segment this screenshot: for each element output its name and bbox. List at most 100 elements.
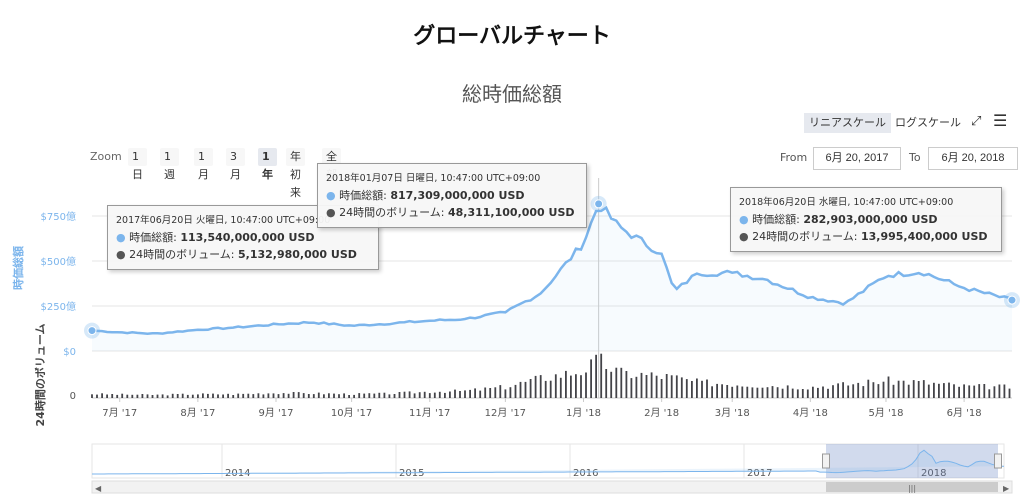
volume-bar (146, 394, 149, 398)
volume-bar (207, 393, 209, 398)
zoom-1m-button[interactable]: 1月 (194, 148, 213, 181)
volume-bar (413, 393, 416, 398)
volume-bar (171, 393, 174, 398)
linear-scale-button[interactable]: リニアスケール (804, 113, 891, 133)
volume-bar (938, 383, 940, 398)
volume-bar (212, 393, 214, 398)
volume-bar (398, 392, 401, 398)
volume-bar (812, 386, 814, 398)
volume-bar (801, 389, 804, 398)
volume-bar (746, 386, 749, 398)
volume-bar (806, 389, 809, 398)
tooltip-vol-label: 24時間のボリューム (129, 248, 231, 261)
zoom-ytd-button[interactable]: 年初来 (286, 148, 305, 199)
volume-bar (519, 381, 522, 398)
to-date-input[interactable] (928, 147, 1018, 170)
volume-bar (726, 385, 729, 398)
volume-bar (444, 392, 446, 398)
scrollbar-thumb[interactable] (826, 482, 998, 492)
volume-bar (227, 393, 229, 398)
volume-bar (126, 394, 129, 398)
volume-bar (262, 394, 265, 398)
volume-bar (469, 389, 471, 398)
navigator-selection[interactable] (826, 444, 998, 478)
volume-bar (131, 394, 134, 398)
volume-bar (776, 387, 779, 398)
fullscreen-icon[interactable]: ⤢ (971, 114, 982, 129)
log-scale-button[interactable]: ログスケール (895, 116, 961, 129)
volume-bar (101, 393, 103, 398)
volume-bar (963, 384, 965, 398)
volume-bar (741, 386, 744, 398)
volume-bar (827, 388, 829, 398)
tooltip-vol-label: 24時間のボリューム (752, 230, 854, 243)
navigator-series (92, 449, 1004, 475)
volume-bar (953, 384, 955, 398)
x-tick-label: 12月 '17 (485, 407, 526, 419)
volume-bar (524, 381, 527, 398)
volume-bar (509, 387, 512, 398)
zoom-1w-button[interactable]: 1週 (160, 148, 179, 181)
tooltip-date: 2018年01月07日 日曜日, 10:47:00 UTC+09:00 (326, 173, 541, 184)
volume-bar (464, 390, 466, 398)
x-tick-label: 5月 '18 (868, 407, 903, 419)
volume-bar (378, 392, 381, 398)
zoom-3m-button[interactable]: 3月 (226, 148, 245, 181)
volume-bar (751, 387, 754, 398)
tooltip-vol-label: 24時間のボリューム (339, 206, 441, 219)
scroll-right-arrow-icon[interactable]: ▶ (1003, 484, 1010, 493)
volume-bar (549, 380, 552, 398)
tooltip-cap-label: 時価総額 (339, 189, 384, 202)
volume-bar (786, 385, 789, 398)
volume-bar (711, 386, 713, 398)
volume-bar (166, 395, 169, 398)
volume-bar (181, 393, 184, 398)
volume-bar (625, 371, 628, 398)
volume-bar (943, 383, 945, 398)
volume-bar (388, 394, 391, 398)
navigator-handle[interactable] (994, 453, 1002, 469)
volume-bar (917, 381, 920, 398)
volume-bar (620, 367, 623, 398)
volume-bar (489, 388, 492, 398)
volume-bar (423, 391, 426, 398)
scrollbar-track[interactable] (91, 480, 1013, 494)
volume-bar (106, 394, 108, 398)
volume-bar (186, 394, 189, 398)
navigator-tick-label: 2018 (921, 468, 946, 479)
volume-bar (358, 393, 361, 398)
volume-bar (877, 384, 880, 398)
volume-bar (428, 393, 431, 398)
menu-icon[interactable]: ☰ (993, 111, 1008, 130)
zoom-1y-button[interactable]: 1年 (258, 148, 277, 181)
zoom-1d-button[interactable]: 1日 (128, 148, 147, 181)
volume-bar (645, 375, 648, 398)
tooltip-cap-value: 817,309,000,000 USD (390, 189, 525, 202)
volume-bar (363, 393, 366, 398)
volume-bar (343, 393, 345, 398)
volume-bar (731, 386, 734, 398)
volume-bar (983, 384, 986, 398)
volume-bar (383, 392, 386, 398)
volume-bar (852, 384, 855, 398)
volume-bar (892, 384, 895, 398)
volume-bar (529, 379, 532, 398)
volume-bar (393, 394, 396, 398)
volume-bar (696, 378, 698, 398)
volume-bar (348, 395, 350, 398)
volume-bar (958, 386, 960, 398)
volume-bar (242, 393, 245, 398)
from-date-input[interactable] (813, 147, 901, 170)
navigator-handle[interactable] (822, 453, 830, 469)
volume-bar (267, 393, 270, 398)
navigator[interactable]: 20142015201620172018◀▶||| (91, 443, 1013, 494)
volume-bar (610, 371, 613, 398)
volume-bar (721, 384, 723, 398)
volume-bar (837, 383, 839, 398)
scroll-left-arrow-icon[interactable]: ◀ (95, 484, 102, 493)
volume-bar (842, 382, 844, 398)
volume-bar (297, 392, 300, 398)
data-marker (594, 199, 604, 209)
volume-bar (580, 375, 582, 398)
